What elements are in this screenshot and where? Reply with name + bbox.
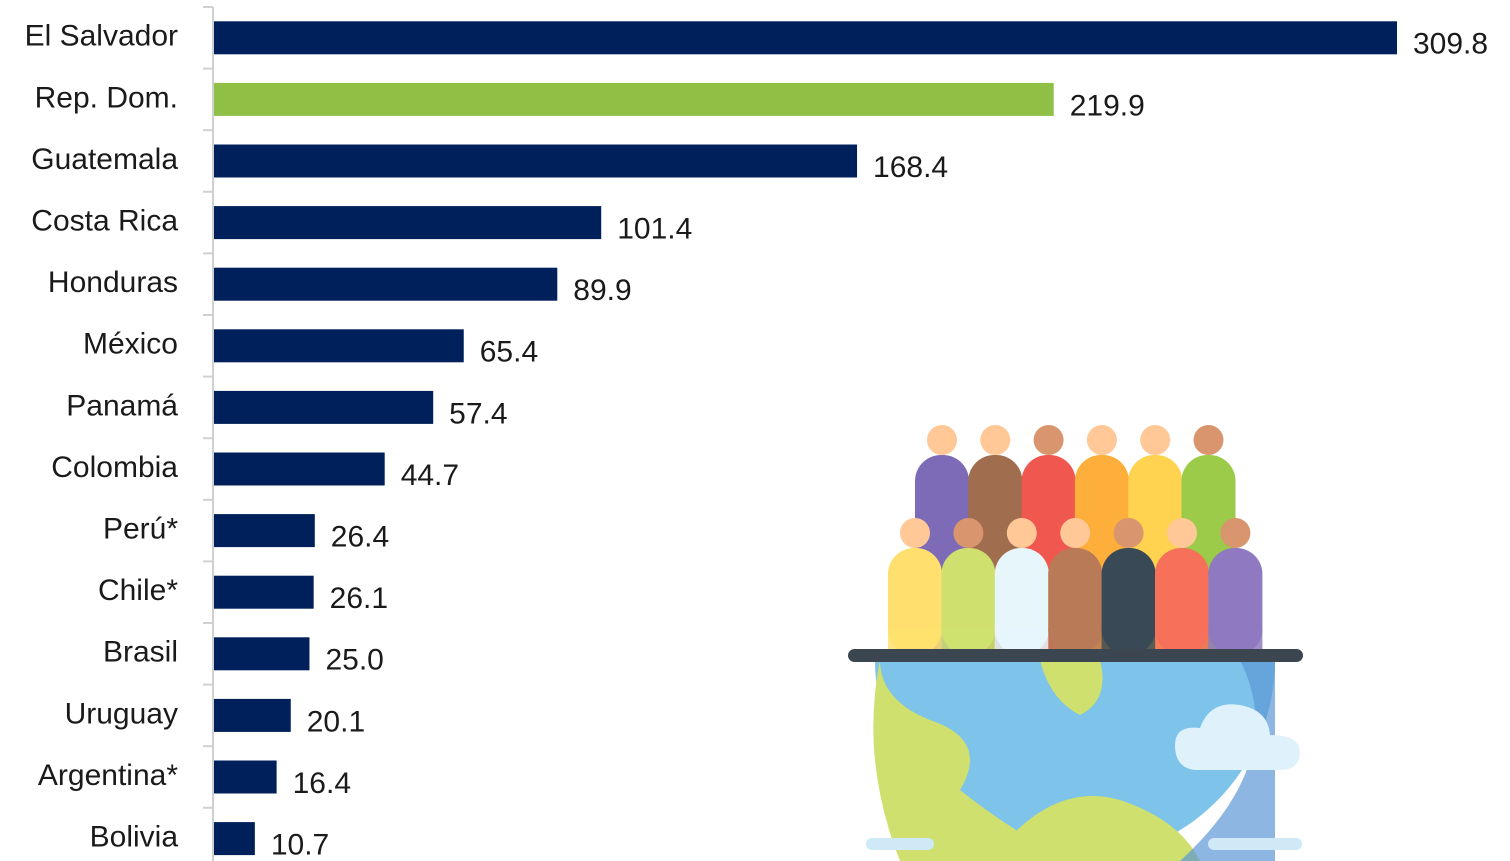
category-label: Guatemala (31, 143, 178, 176)
bar (214, 575, 314, 609)
bar (214, 760, 277, 794)
bar (214, 82, 1054, 116)
bar (214, 514, 315, 548)
category-label: Rep. Dom. (35, 81, 178, 114)
person-head (1006, 518, 1037, 548)
category-label: Honduras (48, 266, 178, 299)
value-label: 309.8 (1413, 28, 1488, 61)
platform (848, 649, 1303, 662)
bar (214, 452, 385, 486)
category-label: El Salvador (25, 20, 178, 53)
person-head (1140, 425, 1171, 455)
value-label: 10.7 (271, 829, 329, 861)
bar (214, 637, 310, 671)
person-head (1193, 425, 1224, 455)
value-label: 16.4 (293, 767, 351, 800)
bar (214, 21, 1397, 55)
people-globe-illustration (848, 425, 1303, 861)
category-label: Chile* (98, 574, 178, 607)
category-label: Costa Rica (31, 205, 178, 238)
person-head (1220, 518, 1251, 548)
value-label: 219.9 (1070, 89, 1145, 122)
value-label: 57.4 (449, 397, 507, 430)
person-head (1086, 425, 1117, 455)
category-label: Bolivia (90, 821, 179, 854)
person-head (980, 425, 1011, 455)
value-label: 168.4 (873, 151, 948, 184)
person-head (1060, 518, 1091, 548)
person-head (927, 425, 957, 455)
category-label: Colombia (51, 451, 178, 484)
category-label: Panamá (66, 389, 178, 422)
value-label: 20.1 (307, 705, 365, 738)
value-label: 26.4 (331, 521, 389, 554)
person-head (953, 518, 984, 548)
bar (214, 698, 291, 732)
bar (214, 267, 558, 301)
category-label: Argentina* (38, 759, 178, 792)
bar (214, 329, 464, 363)
bar (214, 390, 434, 424)
person-head (1113, 518, 1144, 548)
person-head (1033, 425, 1064, 455)
bar (214, 206, 602, 240)
category-label: Perú* (103, 513, 178, 546)
value-label: 25.0 (325, 644, 383, 677)
value-label: 89.9 (573, 274, 631, 307)
value-label: 44.7 (401, 459, 459, 492)
category-label: Brasil (103, 636, 178, 669)
person-head (1167, 518, 1197, 548)
category-label: México (83, 328, 178, 361)
value-label: 101.4 (617, 213, 692, 246)
value-label: 65.4 (480, 336, 538, 369)
bar (214, 144, 858, 178)
value-label: 26.1 (330, 582, 388, 615)
category-label: Uruguay (65, 697, 178, 730)
bar (214, 822, 255, 856)
person-head (900, 518, 930, 548)
